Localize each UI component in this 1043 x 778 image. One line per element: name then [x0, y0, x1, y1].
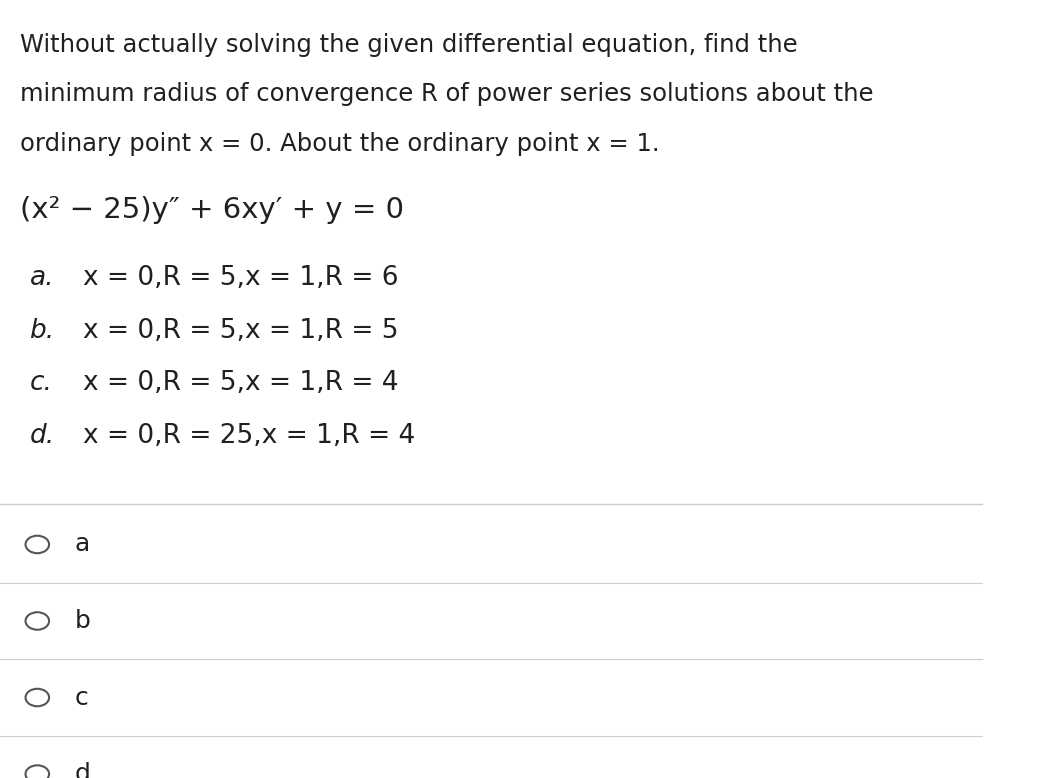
- Text: a.: a.: [29, 265, 54, 291]
- Text: (x² − 25)y″ + 6xy′ + y = 0: (x² − 25)y″ + 6xy′ + y = 0: [20, 196, 404, 224]
- Text: ordinary point x = 0. About the ordinary point x = 1.: ordinary point x = 0. About the ordinary…: [20, 132, 659, 156]
- Text: Without actually solving the given differential equation, find the: Without actually solving the given diffe…: [20, 33, 797, 57]
- Text: x = 0,R = 5,x = 1,R = 4: x = 0,R = 5,x = 1,R = 4: [83, 370, 398, 396]
- Text: x = 0,R = 25,x = 1,R = 4: x = 0,R = 25,x = 1,R = 4: [83, 422, 416, 449]
- Text: b.: b.: [29, 317, 54, 344]
- Text: c: c: [75, 685, 89, 710]
- Text: minimum radius of convergence R of power series solutions about the: minimum radius of convergence R of power…: [20, 82, 873, 107]
- Text: a: a: [75, 532, 90, 556]
- Text: d.: d.: [29, 422, 54, 449]
- Text: b: b: [75, 609, 91, 633]
- Text: c.: c.: [29, 370, 52, 396]
- Text: d: d: [75, 762, 91, 778]
- Text: x = 0,R = 5,x = 1,R = 5: x = 0,R = 5,x = 1,R = 5: [83, 317, 398, 344]
- Text: x = 0,R = 5,x = 1,R = 6: x = 0,R = 5,x = 1,R = 6: [83, 265, 398, 291]
